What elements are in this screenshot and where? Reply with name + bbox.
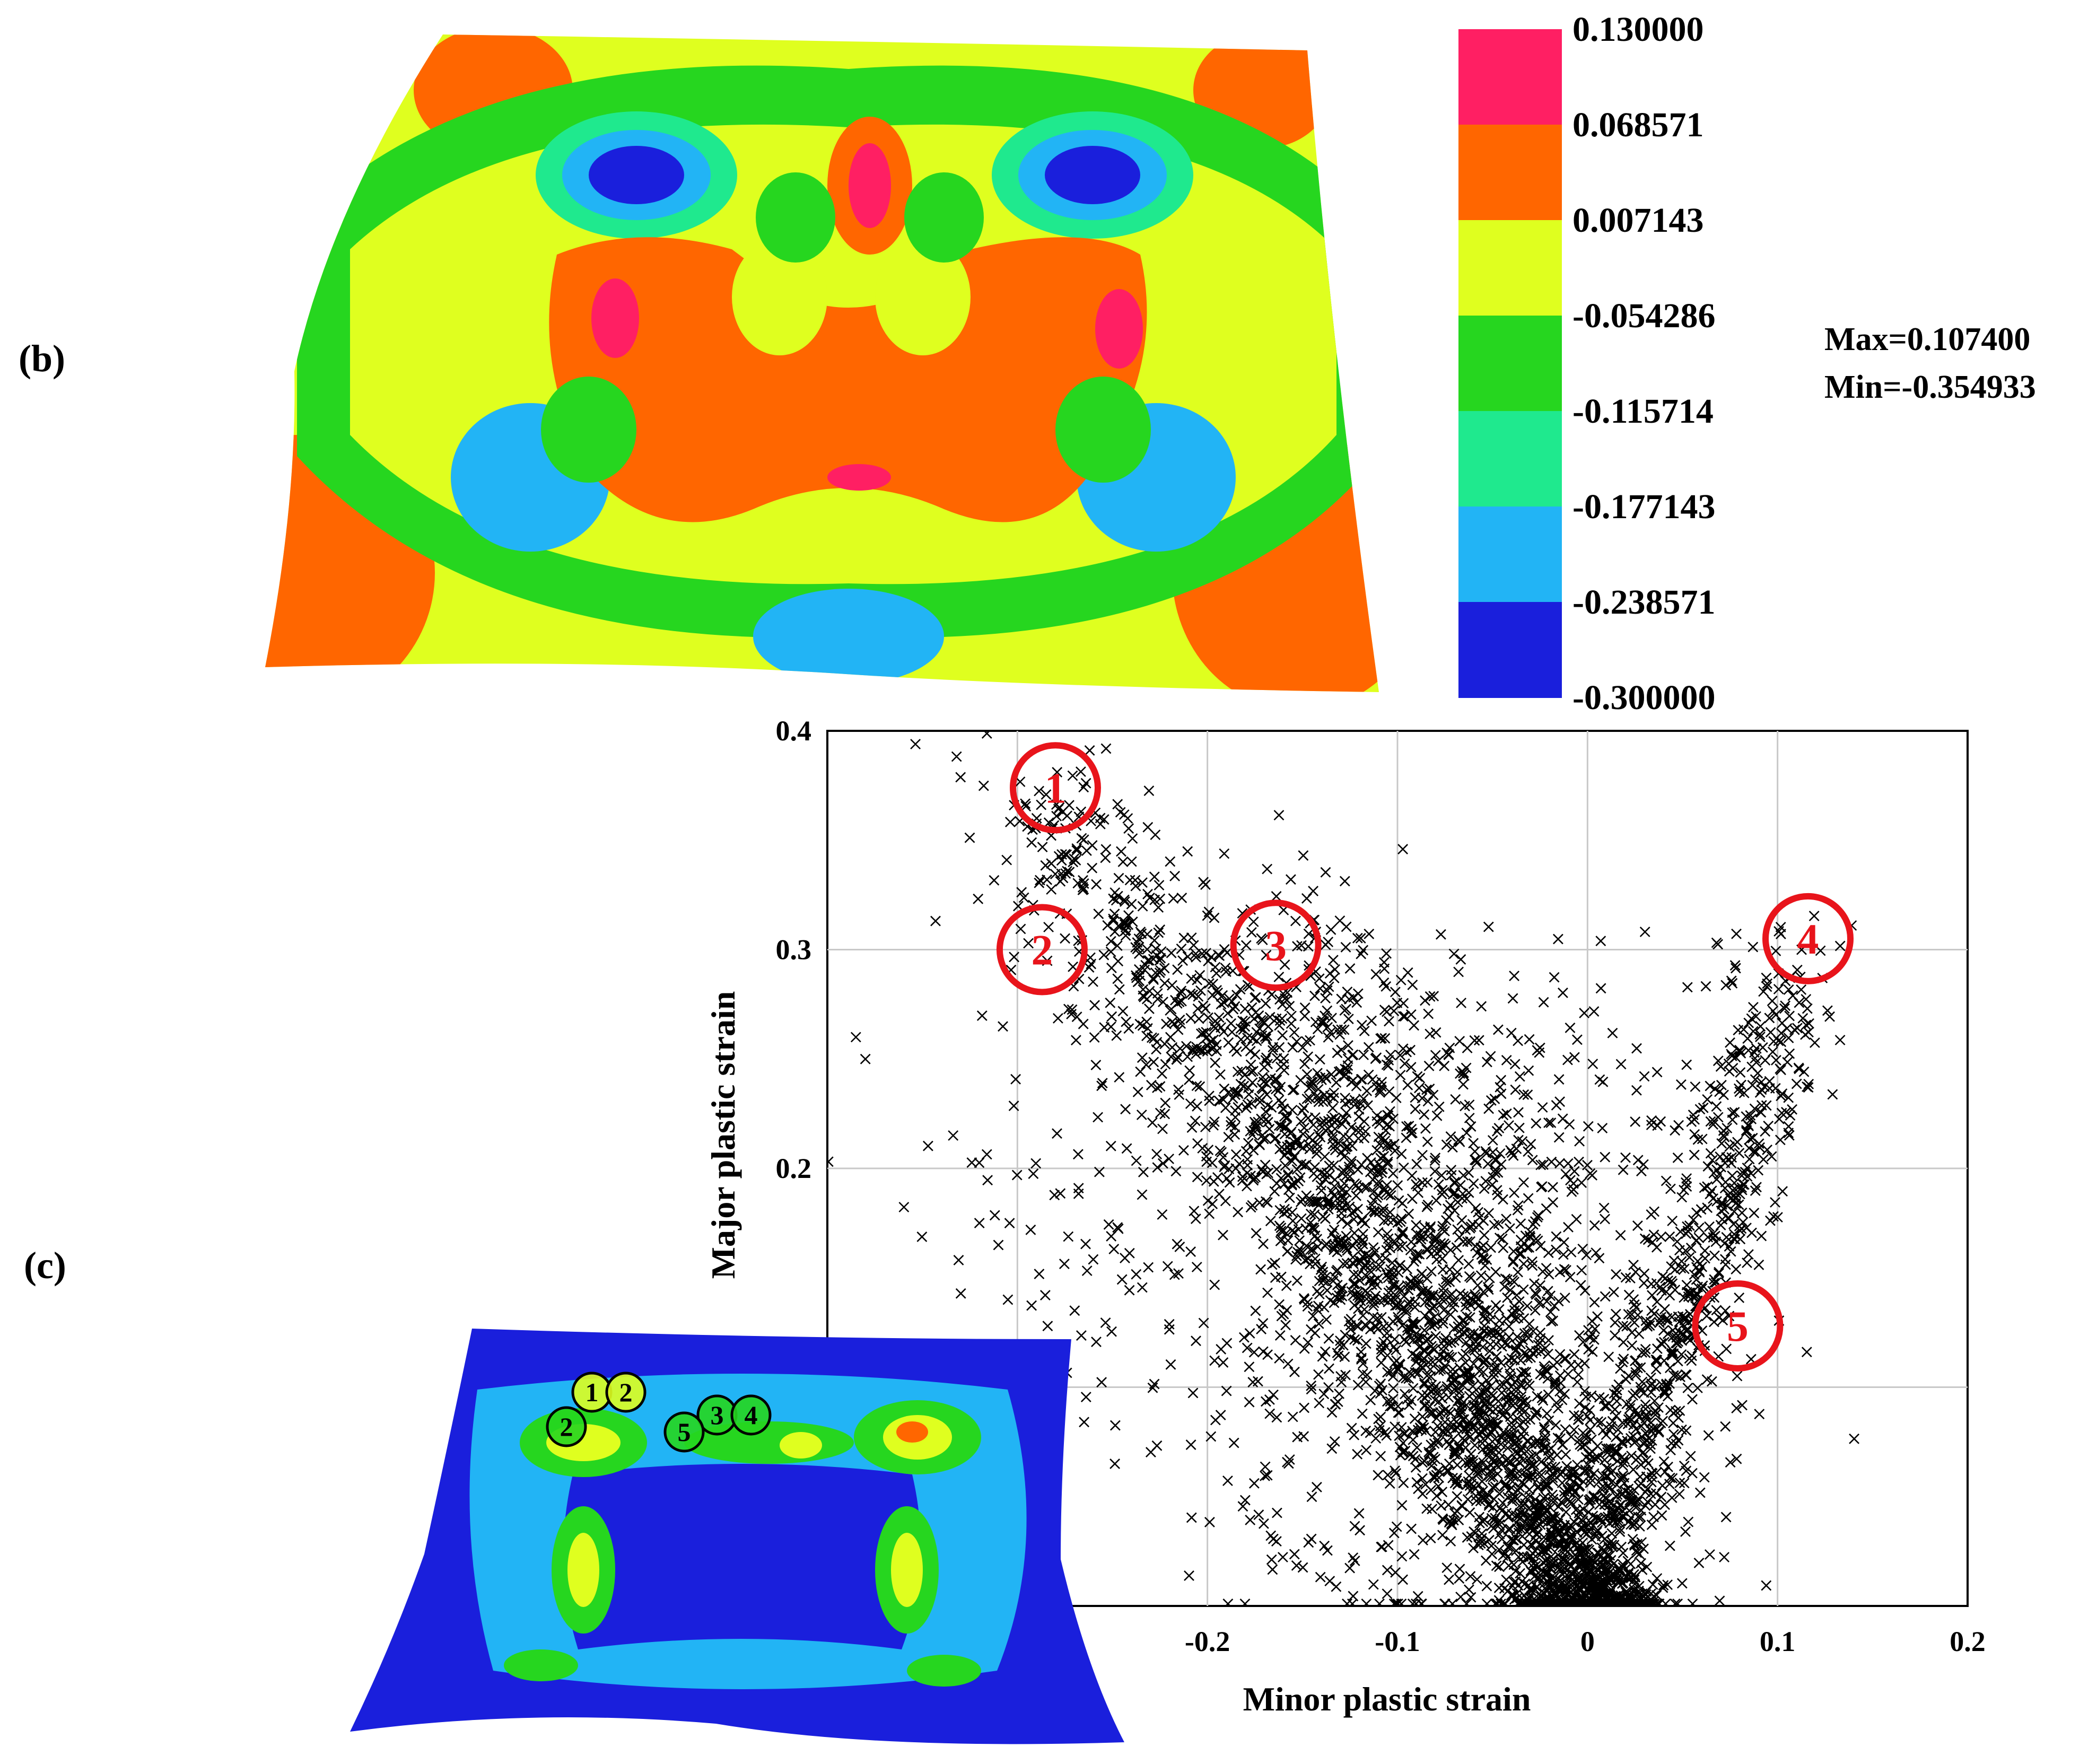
map-b-bottom-hotspot xyxy=(827,464,891,491)
annotation-label: 3 xyxy=(1265,921,1287,970)
legend-min-text: Min=-0.354933 xyxy=(1824,369,2036,405)
annotation-label: 2 xyxy=(1031,926,1053,974)
inset-marker: 5 xyxy=(663,1411,705,1453)
legend-value-label: -0.300000 xyxy=(1572,678,1715,717)
legend-band xyxy=(1458,411,1562,507)
legend-value-label: -0.177143 xyxy=(1572,487,1715,526)
chart-annotations: 1 2 3 4 5 xyxy=(996,742,1854,1372)
map-b-green-spot xyxy=(541,377,636,483)
map-c-orange-spot xyxy=(896,1421,928,1443)
x-tick-label: -0.1 xyxy=(1375,1626,1420,1657)
x-tick-label: -0.2 xyxy=(1185,1626,1230,1657)
inset-marker-label: 1 xyxy=(586,1377,599,1407)
legend-band xyxy=(1458,316,1562,412)
inset-marker-label: 4 xyxy=(745,1400,758,1430)
annotation-circle xyxy=(1762,893,1854,984)
x-tick-label: 0.1 xyxy=(1760,1626,1796,1657)
scatter-points xyxy=(827,731,1860,1606)
panel-label-b: (b) xyxy=(19,337,65,380)
annotation-label: 1 xyxy=(1045,764,1067,812)
annotation-marker: 5 xyxy=(1692,1280,1784,1372)
map-b-center-orange xyxy=(549,237,1147,522)
inset-marker: 2 xyxy=(546,1406,587,1447)
annotation-marker: 2 xyxy=(996,904,1088,995)
annotation-label: 5 xyxy=(1727,1302,1749,1350)
map-b-green-spot xyxy=(756,172,835,263)
legend-band xyxy=(1458,220,1562,316)
map-c-green-spot xyxy=(907,1655,981,1687)
legend-value-label: 0.068571 xyxy=(1572,106,1704,144)
contour-map-b xyxy=(265,34,1379,692)
legend-value-label: -0.238571 xyxy=(1572,583,1715,622)
annotation-label: 4 xyxy=(1797,915,1819,963)
annotation-marker: 1 xyxy=(1010,742,1101,834)
legend-value-label: 0.007143 xyxy=(1572,201,1704,240)
map-b-blue-lobe xyxy=(1045,146,1140,204)
legend-value-label: 0.130000 xyxy=(1572,10,1704,49)
annotation-circle xyxy=(1692,1280,1784,1372)
annotation-circle xyxy=(996,904,1088,995)
y-tick-label: 0.2 xyxy=(776,1152,812,1184)
inset-marker-circle xyxy=(605,1372,646,1413)
annotation-marker: 4 xyxy=(1762,893,1854,984)
inset-marker-circle xyxy=(730,1394,772,1436)
x-tick-labels: -0.2 -0.1 0 0.1 0.2 xyxy=(1185,1626,1986,1657)
map-b-side-hotspot xyxy=(591,278,639,358)
legend-colorbar xyxy=(1458,29,1562,698)
x-tick-label: 0 xyxy=(1580,1626,1595,1657)
annotation-marker: 3 xyxy=(1230,900,1322,991)
legend-labels: 0.130000 0.068571 0.007143 -0.054286 -0.1157… xyxy=(1572,10,1715,717)
legend-value-label: -0.054286 xyxy=(1572,296,1715,335)
legend-band xyxy=(1458,507,1562,602)
y-tick-label: 0.4 xyxy=(776,715,812,747)
inset-markers: 1 2 2 3 4 5 xyxy=(546,1372,772,1453)
inset-marker: 2 xyxy=(605,1372,646,1413)
x-axis-label: Minor plastic strain xyxy=(1243,1680,1531,1718)
legend-max-text: Max=0.107400 xyxy=(1824,321,2030,357)
inset-marker-label: 3 xyxy=(711,1400,724,1430)
map-b-blue-lobe xyxy=(589,146,684,204)
inset-marker-label: 2 xyxy=(560,1412,573,1442)
y-axis-label: Major plastic strain xyxy=(704,991,742,1279)
legend-band xyxy=(1458,29,1562,125)
y-tick-labels: 0.2 0.3 0.4 xyxy=(776,715,812,1184)
inset-marker-circle xyxy=(546,1406,587,1447)
map-b-side-hotspot xyxy=(1095,289,1143,369)
inset-marker: 1 xyxy=(571,1372,613,1413)
legend-band xyxy=(1458,602,1562,698)
map-b-top-hotspot xyxy=(849,143,891,228)
map-c-green-spot xyxy=(504,1649,578,1681)
map-b-lightblue-lobe xyxy=(753,589,944,684)
inset-marker-circle xyxy=(663,1411,705,1453)
map-b-green-spot xyxy=(1055,377,1151,483)
map-c-center-blue xyxy=(563,1464,921,1649)
contour-map-c: 1 2 2 3 4 5 xyxy=(350,1329,1124,1744)
map-c-yellow-spot xyxy=(891,1533,923,1607)
panel-label-c: (c) xyxy=(24,1244,66,1287)
inset-marker-label: 2 xyxy=(619,1377,633,1407)
map-c-yellow-spot xyxy=(780,1432,822,1459)
x-tick-label: 0.2 xyxy=(1950,1626,1986,1657)
map-b-yellow-island xyxy=(732,239,827,355)
annotation-circle xyxy=(1230,900,1322,991)
inset-marker: 4 xyxy=(730,1394,772,1436)
legend-value-label: -0.115714 xyxy=(1572,392,1714,431)
map-b-green-spot xyxy=(904,172,984,263)
annotation-circle xyxy=(1010,742,1101,834)
map-b-yellow-island xyxy=(875,239,971,355)
scatter-markers xyxy=(827,731,1860,1606)
inset-marker-label: 5 xyxy=(678,1417,691,1447)
legend-band xyxy=(1458,125,1562,221)
map-c-yellow-spot xyxy=(567,1533,599,1607)
y-tick-label: 0.3 xyxy=(776,934,812,966)
